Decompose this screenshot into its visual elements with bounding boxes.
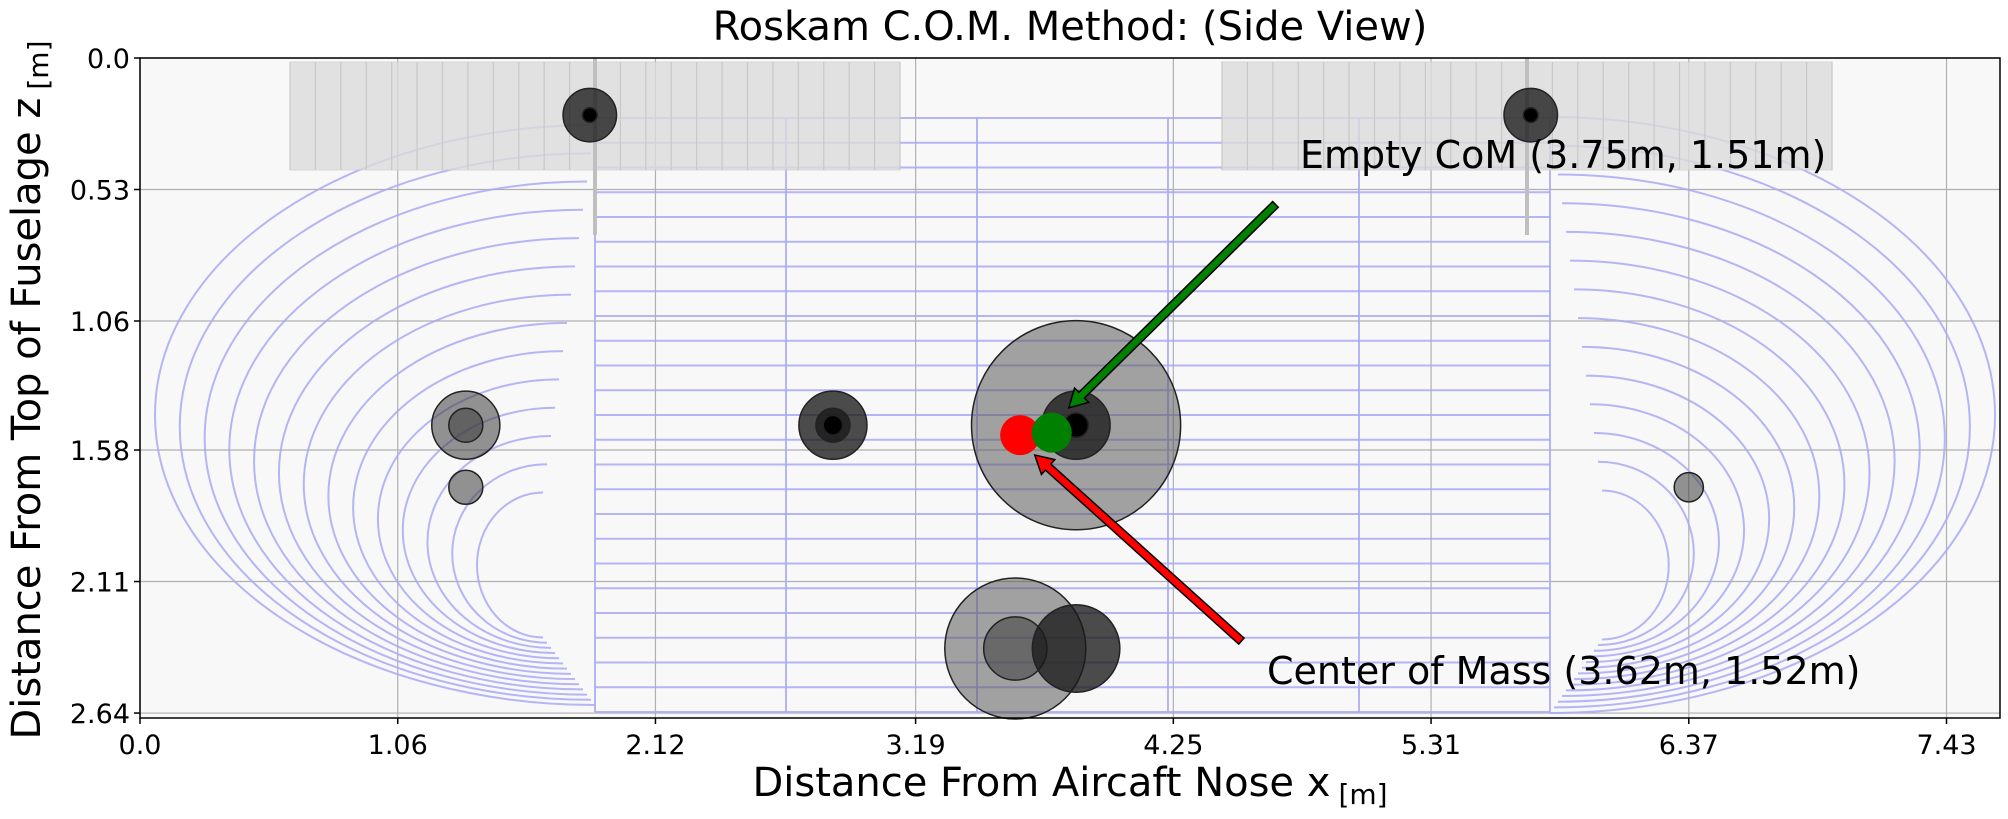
tail-mesh-arc	[1581, 345, 1795, 669]
y-tick-label: 2.64	[70, 699, 130, 730]
nose-mesh-arc	[229, 208, 584, 691]
rotor-wireframes	[289, 58, 1833, 235]
component-mass-circle	[448, 407, 484, 443]
tail-mesh-arc	[1593, 432, 1720, 652]
x-axis-label: Distance From Aircaft Nose x	[752, 760, 1330, 806]
nose-mesh-arc	[277, 265, 576, 681]
x-tick-labels: 0.0 1.06 2.12 3.19 4.25 5.31 6.37 7.43	[119, 730, 1977, 761]
nose-mesh-arc	[451, 463, 548, 644]
component-mass-circle	[822, 414, 844, 436]
empty-com-annotation: Empty CoM (3.75m, 1.51m)	[1300, 133, 1826, 177]
component-mass-circle	[581, 107, 598, 124]
y-axis-title: Distance From Top of Fuselage z [m]	[4, 41, 55, 740]
empty-com-point	[1031, 412, 1072, 453]
component-mass-circle	[1673, 471, 1705, 503]
nose-mesh-arc	[203, 180, 588, 696]
chart-title: Roskam C.O.M. Method: (Side View)	[713, 4, 1428, 50]
tail-mesh-arc	[1589, 403, 1745, 658]
tail-mesh-arc	[1597, 460, 1695, 647]
y-tick-labels: 0.0 0.53 1.06 1.58 2.11 2.64	[70, 44, 130, 730]
x-tick-label: 7.43	[1916, 730, 1976, 761]
tail-mesh-arc	[1601, 489, 1670, 641]
tail-mesh-arc	[1561, 202, 1921, 698]
axes-frame	[139, 57, 2001, 719]
center-of-mass-point	[1000, 415, 1041, 456]
arrow-empty-com	[1067, 200, 1280, 409]
nose-mesh-arc	[178, 152, 592, 701]
fuselage-wireframe	[154, 116, 1996, 714]
y-tick-label: 1.06	[70, 307, 130, 338]
component-mass-circle	[448, 469, 484, 506]
x-tick-label: 3.19	[886, 730, 946, 761]
x-tick-label: 5.31	[1401, 730, 1461, 761]
tail-mesh-arc	[1577, 317, 1821, 675]
arrows	[1033, 200, 1280, 646]
y-tick-label: 0.0	[87, 44, 130, 75]
tail-mesh-arc	[1557, 173, 1946, 703]
x-tick-label: 0.0	[119, 730, 162, 761]
com-annotation: Center of Mass (3.62m, 1.52m)	[1267, 649, 1861, 693]
component-mass-circle	[1031, 604, 1121, 694]
nose-mesh-arc	[253, 237, 580, 686]
nose-mesh-arc	[426, 434, 552, 649]
x-tick-label: 1.06	[368, 730, 428, 761]
tail-mesh-arc	[1553, 144, 1971, 709]
tail-mesh-arc	[1569, 259, 1871, 686]
x-tick-label: 2.12	[625, 730, 685, 761]
y-tick-label: 2.11	[70, 568, 130, 599]
nose-mesh-arc	[328, 321, 568, 670]
y-tick-label: 1.58	[70, 436, 130, 467]
nose-mesh-arc	[352, 350, 564, 665]
y-axis-label: Distance From Top of Fuselage z	[4, 98, 50, 740]
y-tick-label: 0.53	[70, 176, 130, 207]
nose-mesh-arc	[302, 293, 572, 675]
tail-mesh-arc	[1585, 374, 1771, 664]
tail-mesh-arc	[1573, 288, 1846, 681]
component-mass-circle	[1522, 107, 1539, 124]
tail-mesh-arc	[1565, 230, 1896, 692]
y-axis-unit: [m]	[22, 41, 55, 90]
nose-mesh-arc	[476, 491, 544, 639]
x-axis-title: Distance From Aircaft Nose x [m]	[752, 760, 1387, 811]
component-markers	[431, 87, 1705, 720]
x-tick-label: 4.25	[1143, 730, 1203, 761]
x-axis-unit: [m]	[1338, 778, 1387, 811]
arrow-com	[1033, 453, 1246, 646]
x-tick-label: 6.37	[1659, 730, 1719, 761]
